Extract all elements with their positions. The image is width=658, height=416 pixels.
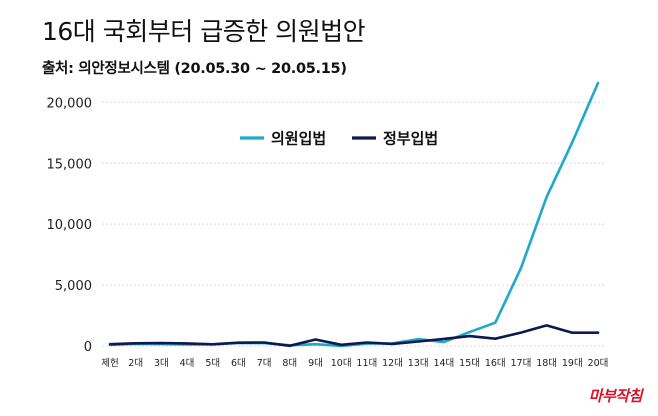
x-tick-label: 10대 — [331, 358, 352, 369]
legend-government-bills-label: 정부입법 — [383, 130, 438, 148]
chart-title: 16대 국회부터 급증한 의원법안 — [42, 17, 366, 46]
x-tick-label: 13대 — [408, 358, 429, 369]
series-line-lawmaker-bills — [108, 81, 600, 348]
x-tick-label: 4대 — [180, 358, 195, 369]
x-tick-label: 9대 — [308, 358, 323, 369]
x-tick-label: 2대 — [128, 358, 143, 369]
y-tick-label: 20,000 — [47, 96, 93, 111]
x-tick-label: 14대 — [433, 358, 454, 369]
y-tick-label: 15,000 — [47, 157, 93, 172]
x-tick-label: 제헌 — [101, 358, 118, 369]
series-line-government-bills — [108, 324, 600, 348]
x-tick-label: 3대 — [154, 358, 169, 369]
x-tick-label: 6대 — [231, 358, 246, 369]
y-tick-label: 10,000 — [47, 218, 93, 233]
chart-source: 출처: 의안정보시스템 (20.05.30 ~ 20.05.15) — [42, 61, 347, 77]
watermark-logo: 마부작침 — [588, 387, 643, 405]
x-tick-label: 12대 — [382, 358, 403, 369]
x-tick-label: 5대 — [205, 358, 220, 369]
x-tick-label: 16대 — [485, 358, 506, 369]
x-tick-label: 7대 — [257, 358, 272, 369]
x-tick-label: 8대 — [282, 358, 297, 369]
x-tick-label: 15대 — [459, 358, 480, 369]
x-tick-label: 11대 — [356, 358, 377, 369]
x-tick-label: 19대 — [562, 358, 583, 369]
x-tick-label: 20대 — [588, 358, 609, 369]
legend-lawmaker-bills-label: 의원입법 — [271, 130, 326, 148]
x-tick-label: 17대 — [511, 358, 532, 369]
y-tick-label: 5,000 — [55, 279, 92, 294]
y-tick-label: 0 — [84, 340, 92, 355]
x-tick-label: 18대 — [536, 358, 557, 369]
